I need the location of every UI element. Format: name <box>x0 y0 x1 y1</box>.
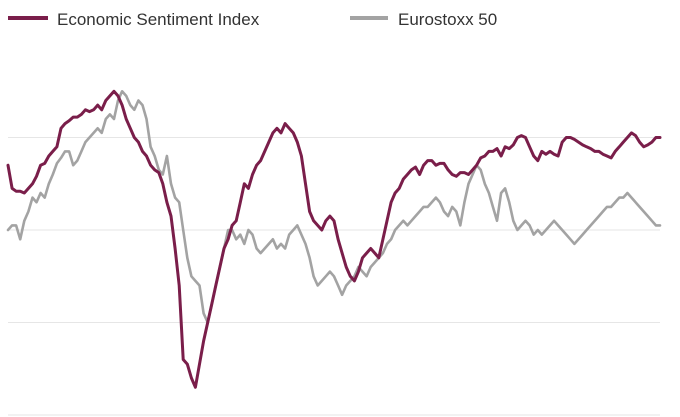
legend-label-eurostoxx-50: Eurostoxx 50 <box>398 10 497 29</box>
legend: Economic Sentiment Index Eurostoxx 50 <box>8 10 497 29</box>
gridlines <box>8 137 660 416</box>
series-line-economic-sentiment <box>6 89 662 389</box>
series-group <box>6 89 662 389</box>
legend-label-economic-sentiment: Economic Sentiment Index <box>57 10 260 29</box>
series-line-eurostoxx-50 <box>6 90 662 324</box>
